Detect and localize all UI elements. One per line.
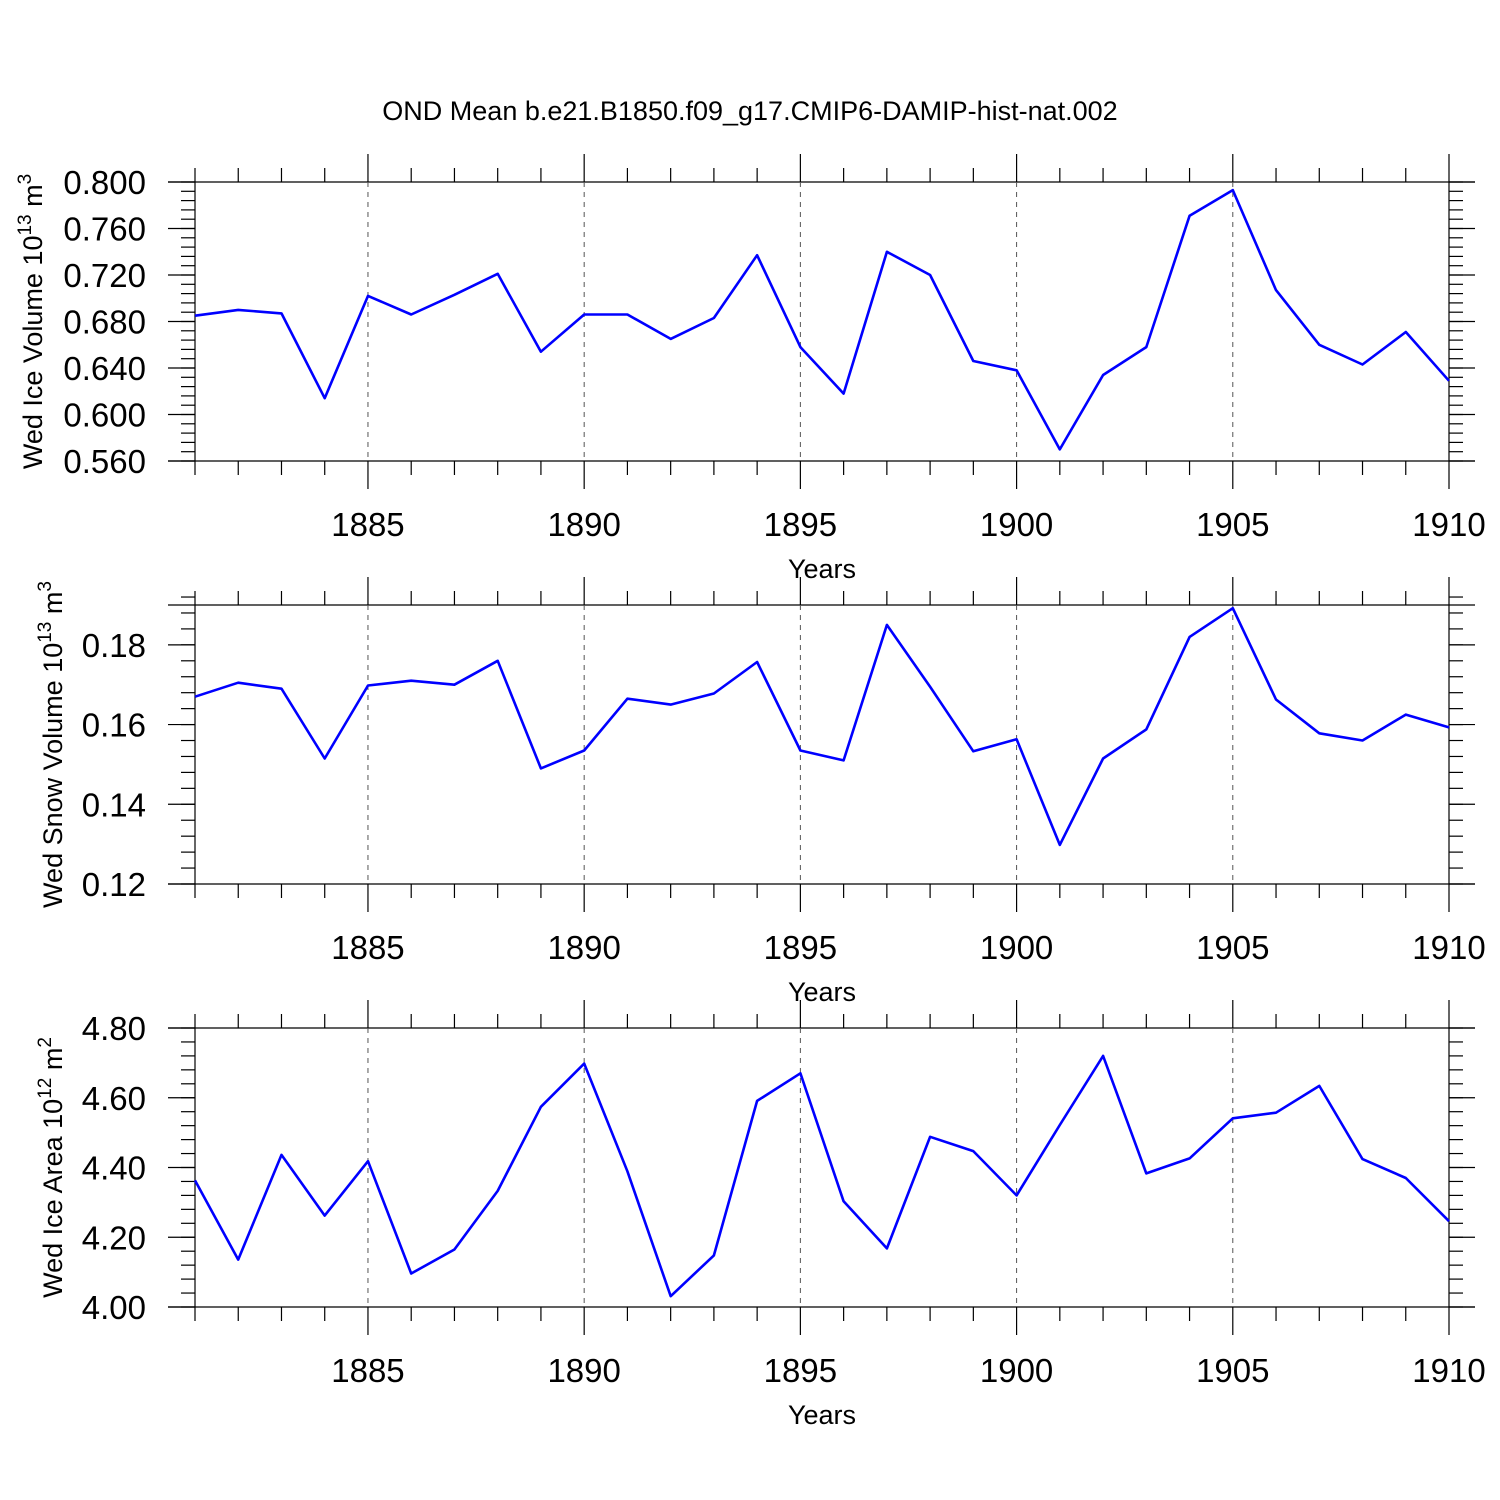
x-tick-label: 1905	[1196, 506, 1269, 543]
x-tick-label: 1885	[331, 929, 404, 966]
x-tick-label: 1895	[764, 506, 837, 543]
x-tick-label: 1910	[1412, 506, 1485, 543]
y-tick-label: 0.560	[63, 443, 146, 480]
chart-panel-2: 1885 1890 1895 1900 1905 1910 0.12 0.14 0.16 0.18…	[35, 577, 1486, 1007]
y-tick-label: 0.760	[63, 211, 146, 248]
x-tick-label: 1910	[1412, 1352, 1485, 1389]
x-tick-label: 1890	[547, 506, 620, 543]
y-tick-label: 4.00	[82, 1289, 146, 1326]
x-tick-label: 1890	[547, 929, 620, 966]
y-tick-label: 4.80	[82, 1010, 146, 1047]
x-tick-label: 1885	[331, 506, 404, 543]
y-tick-label: 0.600	[63, 397, 146, 434]
x-tick-label: 1905	[1196, 1352, 1269, 1389]
chart-panel-3: 1885 1890 1895 1900 1905 1910 4.00 4.20 4.40 4.60…	[35, 1000, 1486, 1430]
y-tick-label: 4.40	[82, 1150, 146, 1187]
y-tick-label: 0.640	[63, 350, 146, 387]
y-tick-label: 4.60	[82, 1080, 146, 1117]
x-tick-label: 1895	[764, 1352, 837, 1389]
x-axis-title: Years	[788, 1400, 856, 1430]
series-line	[193, 1054, 1450, 1298]
series-line	[194, 188, 1450, 451]
x-tick-label: 1905	[1196, 929, 1269, 966]
y-axis-title: Wed Ice Volume 1013 m3	[15, 174, 48, 469]
y-axis-title: Wed Snow Volume 1013 m3	[35, 581, 68, 908]
x-tick-label: 1900	[980, 506, 1053, 543]
x-axis-title: Years	[788, 554, 856, 584]
figure-title: OND Mean b.e21.B1850.f09_g17.CMIP6-DAMIP…	[382, 96, 1117, 126]
y-tick-label: 0.800	[63, 164, 146, 201]
x-tick-label: 1910	[1412, 929, 1485, 966]
y-tick-label: 0.720	[63, 257, 146, 294]
x-tick-label: 1885	[331, 1352, 404, 1389]
y-tick-label: 4.20	[82, 1219, 146, 1256]
x-axis-title: Years	[788, 977, 856, 1007]
x-tick-label: 1900	[980, 1352, 1053, 1389]
y-axis-title: Wed Ice Area 1012 m2	[35, 1037, 68, 1298]
y-tick-label: 0.16	[82, 707, 146, 744]
x-tick-label: 1900	[980, 929, 1053, 966]
y-tick-label: 0.12	[82, 866, 146, 903]
series-line	[194, 606, 1450, 847]
y-tick-label: 0.14	[82, 786, 146, 823]
x-tick-label: 1895	[764, 929, 837, 966]
x-tick-label: 1890	[547, 1352, 620, 1389]
chart-panel-1: 1885 1890 1895 1900 1905 1910 0.560 0.600 0.640 0…	[15, 154, 1486, 584]
y-tick-label: 0.680	[63, 304, 146, 341]
y-tick-label: 0.18	[82, 627, 146, 664]
